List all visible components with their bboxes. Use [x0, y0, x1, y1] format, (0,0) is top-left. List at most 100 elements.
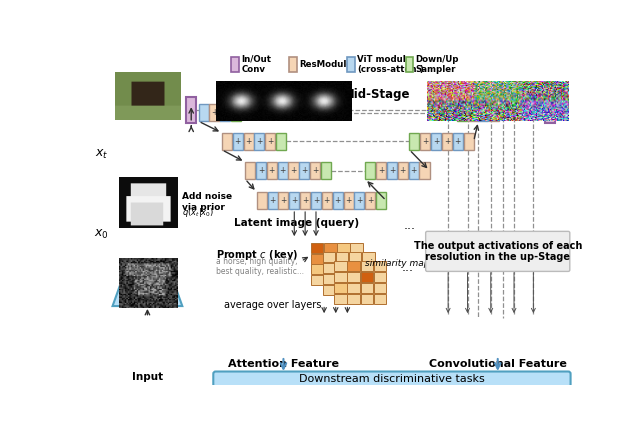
Text: +: + — [388, 166, 395, 175]
Bar — [355, 192, 364, 209]
Bar — [348, 294, 360, 304]
Bar — [276, 133, 286, 150]
Bar — [457, 104, 467, 121]
Text: Input: Input — [132, 372, 163, 381]
Text: +: + — [267, 137, 273, 146]
Bar — [300, 192, 310, 209]
Bar — [278, 162, 288, 179]
Text: $q(x_t|x_0)$: $q(x_t|x_0)$ — [182, 206, 214, 219]
Bar — [365, 192, 375, 209]
Text: +: + — [291, 196, 298, 205]
Bar — [324, 265, 337, 275]
Text: ...: ... — [404, 219, 416, 232]
Bar — [254, 133, 264, 150]
Bar — [289, 57, 297, 72]
Text: +: + — [480, 108, 486, 117]
Text: +: + — [258, 166, 264, 175]
Text: similarity maps: similarity maps — [365, 259, 435, 268]
Text: +: + — [399, 166, 406, 175]
Bar — [267, 162, 277, 179]
Bar — [376, 192, 386, 209]
Bar — [311, 254, 323, 264]
Bar — [323, 274, 335, 284]
Text: Mid-Stage: Mid-Stage — [343, 88, 411, 101]
Bar — [351, 254, 363, 264]
Text: +: + — [324, 196, 330, 205]
Bar — [300, 162, 309, 179]
Text: +: + — [280, 196, 287, 205]
Text: Attention Feature: Attention Feature — [228, 359, 339, 369]
Bar — [442, 133, 452, 150]
Bar — [209, 104, 220, 121]
Bar — [311, 243, 323, 253]
Text: +: + — [346, 196, 352, 205]
Text: ...: ... — [402, 261, 413, 274]
Bar — [323, 263, 335, 273]
Bar — [324, 275, 337, 285]
Bar — [397, 162, 408, 179]
Text: average over layers: average over layers — [223, 300, 321, 310]
Text: +: + — [469, 108, 476, 117]
Bar — [289, 192, 300, 209]
Bar — [431, 133, 441, 150]
Bar — [323, 284, 335, 294]
Text: +: + — [335, 196, 341, 205]
Bar — [374, 283, 386, 293]
FancyBboxPatch shape — [426, 231, 570, 271]
Bar — [348, 272, 360, 282]
Bar — [360, 262, 373, 271]
Text: Prompt $c$ (key): Prompt $c$ (key) — [216, 248, 298, 262]
Text: +: + — [269, 166, 275, 175]
Text: +: + — [378, 166, 384, 175]
Text: +: + — [313, 196, 319, 205]
Text: a horse, high quality,
best quality, realistic...: a horse, high quality, best quality, rea… — [216, 257, 303, 276]
Text: +: + — [221, 108, 228, 117]
Bar — [233, 133, 243, 150]
Text: Down-Stage: Down-Stage — [224, 88, 305, 101]
Bar — [467, 104, 477, 121]
Bar — [374, 272, 386, 282]
Bar — [349, 263, 362, 273]
Bar — [478, 104, 488, 121]
Bar — [387, 162, 397, 179]
Bar — [349, 252, 362, 262]
Bar — [408, 162, 419, 179]
Text: +: + — [256, 137, 262, 146]
Bar — [265, 133, 275, 150]
Bar — [311, 275, 323, 285]
Text: +: + — [433, 137, 439, 146]
Bar — [244, 133, 253, 150]
Text: ViT module
(cross-atten.): ViT module (cross-atten.) — [358, 55, 424, 74]
Bar — [333, 192, 343, 209]
Bar — [348, 283, 360, 293]
Bar — [420, 133, 430, 150]
Bar — [349, 284, 362, 294]
Bar — [321, 162, 331, 179]
Bar — [362, 284, 374, 294]
Bar — [463, 133, 474, 150]
Text: +: + — [356, 196, 363, 205]
Text: +: + — [444, 137, 450, 146]
Bar — [256, 162, 266, 179]
Bar — [337, 254, 349, 264]
Bar — [278, 192, 289, 209]
Text: +: + — [302, 196, 308, 205]
Bar — [410, 133, 419, 150]
Bar — [336, 284, 348, 294]
Bar — [337, 265, 349, 275]
Bar — [362, 274, 374, 284]
Text: Latent image (query): Latent image (query) — [234, 217, 360, 227]
Bar — [322, 192, 332, 209]
Text: Up-Stage: Up-Stage — [452, 88, 514, 101]
Bar — [186, 97, 196, 123]
Text: +: + — [422, 137, 428, 146]
Text: VAE
Encoder: VAE Encoder — [124, 279, 172, 301]
Bar — [311, 265, 323, 275]
Bar — [324, 243, 337, 253]
Text: +: + — [291, 166, 297, 175]
Bar — [362, 263, 374, 273]
Bar — [419, 162, 429, 179]
Text: Add noise
via prior: Add noise via prior — [182, 192, 232, 211]
Bar — [220, 104, 230, 121]
Bar — [360, 294, 373, 304]
